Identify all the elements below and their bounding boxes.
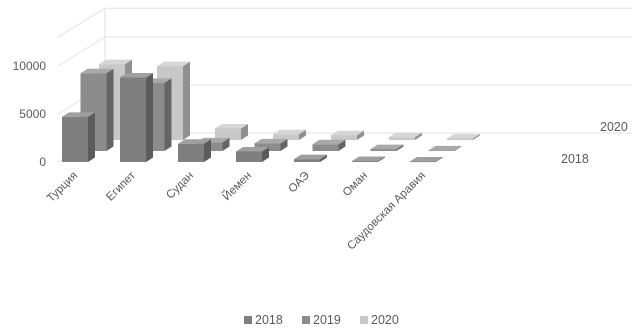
bar-side-face	[473, 134, 480, 140]
bar-front-face	[215, 128, 241, 140]
bar-top-face	[312, 139, 346, 145]
bar-top-face	[236, 146, 269, 152]
legend-label: 2019	[313, 313, 341, 327]
x-axis-categories: Турция Египет Судан Йемен ОАЭ ОманСаудовская …	[45, 169, 428, 253]
bar-top-face	[370, 144, 404, 150]
legend-label: 2020	[371, 313, 399, 327]
bar-side-face	[378, 156, 385, 162]
bar-2018-Йемен	[236, 146, 269, 162]
bar-top-face	[428, 145, 462, 151]
bar-2020-Йемен	[273, 129, 306, 140]
y-tick-label: 0	[39, 155, 46, 169]
bar-2018-Саудовская Аравия	[410, 157, 443, 163]
bar-front-face	[410, 161, 436, 163]
legend-swatch	[302, 316, 310, 324]
bar-front-face	[389, 137, 415, 140]
bar-front-face	[312, 144, 339, 151]
bar-front-face	[370, 149, 397, 151]
bar-top-face	[99, 59, 132, 65]
bar-top-face	[331, 130, 364, 136]
bar-2019-Саудовская Аравия	[428, 145, 462, 152]
bar-side-face	[415, 132, 422, 140]
x-category-label: Судан	[164, 170, 196, 202]
bar-2018-Судан	[178, 139, 211, 162]
bar-side-face	[280, 138, 288, 151]
bar-front-face	[331, 135, 357, 140]
bar-2018-Оман	[352, 156, 385, 162]
bar-top-face	[352, 156, 385, 162]
bar-side-face	[204, 139, 211, 162]
depth-axis-label: 2018	[561, 152, 589, 166]
x-category-label: Йемен	[220, 169, 254, 203]
bar-2020-Саудовская Аравия	[447, 134, 480, 140]
bar-side-face	[396, 144, 404, 151]
bar-top-face	[294, 154, 327, 160]
bar-side-face	[338, 139, 346, 151]
bar-side-face	[222, 137, 230, 151]
bar-2019-ОАЭ	[312, 139, 346, 151]
bar-top-face	[215, 123, 248, 129]
bar-side-face	[436, 157, 443, 162]
depth-axis-label: 2020	[600, 120, 628, 134]
bar-2018-Египет	[120, 73, 153, 162]
bar-2018-ОАЭ	[294, 154, 327, 162]
gridline-side	[57, 36, 106, 67]
bars-layer	[62, 59, 480, 163]
bar-front-face	[62, 116, 88, 162]
bar-side-face	[320, 154, 327, 162]
bar-top-face	[62, 112, 95, 117]
legend-swatch	[244, 316, 252, 324]
x-category-label: Египет	[104, 169, 138, 203]
bar-front-face	[294, 159, 320, 162]
x-category-label: ОАЭ	[286, 170, 312, 196]
bar-2020-Оман	[389, 132, 422, 140]
bar-top-face	[447, 134, 480, 139]
bar-top-face	[80, 68, 114, 74]
bar-side-face	[262, 146, 269, 162]
bar-top-face	[178, 139, 211, 144]
bar-2019-Оман	[370, 144, 404, 151]
legend: 2018 2019 2020	[244, 313, 399, 327]
bar-side-face	[164, 78, 172, 151]
bar-side-face	[88, 112, 95, 162]
depth-axis-labels: 2018 2020	[561, 120, 628, 166]
legend-swatch	[360, 316, 368, 324]
bar-2020-ОАЭ	[331, 130, 364, 140]
x-category-label: Оман	[341, 170, 370, 199]
bar-front-face	[447, 138, 473, 140]
y-axis-ticks: 0 5000 10000	[13, 59, 47, 169]
bar-side-face	[454, 145, 462, 151]
bar-2018-Турция	[62, 112, 95, 162]
bar-side-face	[106, 68, 114, 151]
grid-layer	[57, 7, 632, 163]
gridline-side	[57, 7, 106, 38]
bar-front-face	[120, 77, 146, 162]
bar-side-face	[183, 61, 190, 140]
bar-front-face	[178, 143, 204, 162]
bar-top-face	[157, 61, 190, 67]
legend-label: 2018	[255, 313, 283, 327]
bar-front-face	[236, 151, 262, 162]
y-tick-label: 10000	[13, 59, 47, 73]
x-category-label: Турция	[45, 170, 80, 205]
bar-top-face	[273, 129, 306, 135]
bar-front-face	[428, 150, 455, 152]
y-tick-label: 5000	[19, 107, 46, 121]
bar-top-face	[389, 132, 422, 138]
bar-top-face	[254, 138, 288, 144]
bar-2020-Судан	[215, 123, 248, 140]
bar-side-face	[299, 129, 306, 140]
bar-side-face	[357, 130, 364, 140]
bar-front-face	[352, 161, 378, 162]
bar-side-face	[146, 73, 153, 162]
bar-top-face	[120, 73, 153, 78]
bar-top-face	[410, 157, 443, 162]
bar-side-face	[241, 123, 248, 140]
bar-front-face	[273, 134, 299, 140]
